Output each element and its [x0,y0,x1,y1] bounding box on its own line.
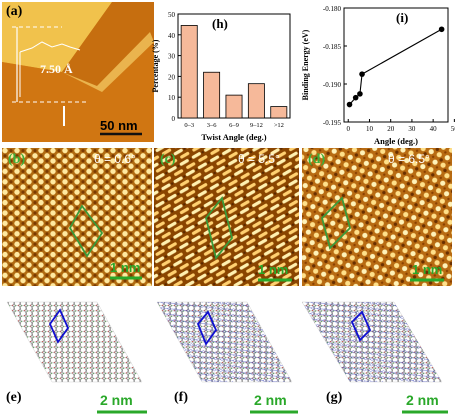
y-tick-label: 50 [168,11,176,19]
y-tick-label: 0 [172,115,176,123]
x-tick-label: 6–9 [229,122,239,129]
bar-chart-svg: 0 10 20 30 40 50 0–3 3–6 6–9 9–12 >12 Twist Angle (… [151,11,291,142]
panel-label: (b) [8,152,26,167]
twist-angle-label: θ = 0.6° [94,152,136,166]
data-point [357,91,363,97]
data-point [438,26,445,33]
panel-label: (g) [326,390,343,405]
y-tick-label: 20 [168,73,176,81]
panel-a-image [2,2,154,142]
panel-a-stm-step: (a) 7.50 Å 50 nm [2,2,154,142]
panel-d-image [302,148,452,286]
bar [180,25,198,119]
x-tick-label: 20 [387,125,395,133]
x-tick-label: 50 [451,125,455,133]
series-line [349,28,442,105]
twist-angle-label: θ = 5.5° [238,152,280,166]
panel-label: (f) [174,390,188,405]
moire-cell [205,196,233,260]
x-tick-label: 9–12 [250,122,263,129]
panel-e-image [6,301,147,414]
scalebar-label: 1 nm [258,262,289,277]
x-tick-label: 40 [430,125,438,133]
moire-cell [320,196,352,250]
x-axis-label: Angle (deg.) [374,136,418,146]
panel-e-model: (e) 2 nm [2,290,152,416]
bar [225,94,243,119]
y-tick-label: -0.180 [323,5,342,13]
moire-cell [350,310,372,342]
data-point [359,71,365,77]
panel-f-model: (f) 2 nm [152,290,302,416]
bar [203,71,221,119]
scalebar-label: 2 nm [100,392,133,408]
data-point [352,94,359,101]
twist-angle-label: θ = 6.5° [388,152,430,166]
panel-b-stm: (b) θ = 0.6° 1 nm [2,148,152,286]
panel-i-line-chart: -0.180 -0.185 -0.190 -0.195 0 10 20 30 40 50 Angle… [300,0,455,150]
bar [247,83,265,119]
x-axis-label: Twist Angle (deg.) [201,132,266,142]
panel-g-image [302,301,448,414]
panel-c-image [154,148,299,286]
y-axis-label: Binding Energy (eV) [301,29,310,100]
scalebar-label: 1 nm [110,260,141,275]
y-axis-label: Percentage (%) [151,39,160,92]
panel-label: (i) [396,10,408,25]
plot-frame [343,7,449,123]
x-tick-label: 10 [366,125,374,133]
line-chart-svg: -0.180 -0.185 -0.190 -0.195 0 10 20 30 40 50 Angle… [301,5,455,146]
panel-d-stm: (d) θ = 6.5° 1 nm [302,148,452,286]
y-tick-label: 40 [168,32,176,40]
x-tick-label: 0–3 [184,122,194,129]
step-height-label: 7.50 Å [40,62,73,76]
x-tick-label: 30 [408,125,416,133]
scalebar-label: 50 nm [100,118,138,133]
panel-b-image [2,148,152,286]
data-point [346,101,353,108]
y-tick-label: -0.190 [323,81,342,89]
panel-label: (d) [308,152,326,167]
x-tick-label: >12 [274,122,284,129]
bar [270,106,288,119]
y-tick-label: 30 [168,53,176,61]
y-tick-label: -0.195 [323,119,342,127]
panel-h-bar-chart: 0 10 20 30 40 50 0–3 3–6 6–9 9–12 >12 Twist Angle (… [150,0,300,150]
panel-label: (e) [6,390,22,405]
panel-f-image [156,301,298,414]
x-tick-label: 0 [346,125,350,133]
moire-cell [196,310,218,346]
panel-label: (c) [160,152,176,167]
scalebar-label: 2 nm [254,392,287,408]
y-tick-label: -0.185 [323,43,342,51]
panel-label: (h) [212,16,228,31]
panel-c-stm: (c) θ = 5.5° 1 nm [154,148,299,286]
x-tick-label: 3–6 [207,122,218,129]
panel-g-model: (g) 2 nm [302,290,454,416]
moire-cell [68,204,104,258]
panel-label: (a) [6,4,23,19]
y-tick-label: 10 [168,94,176,102]
scalebar-label: 1 nm [412,262,443,277]
moire-cell [48,308,70,344]
scalebar-label: 2 nm [406,392,439,408]
